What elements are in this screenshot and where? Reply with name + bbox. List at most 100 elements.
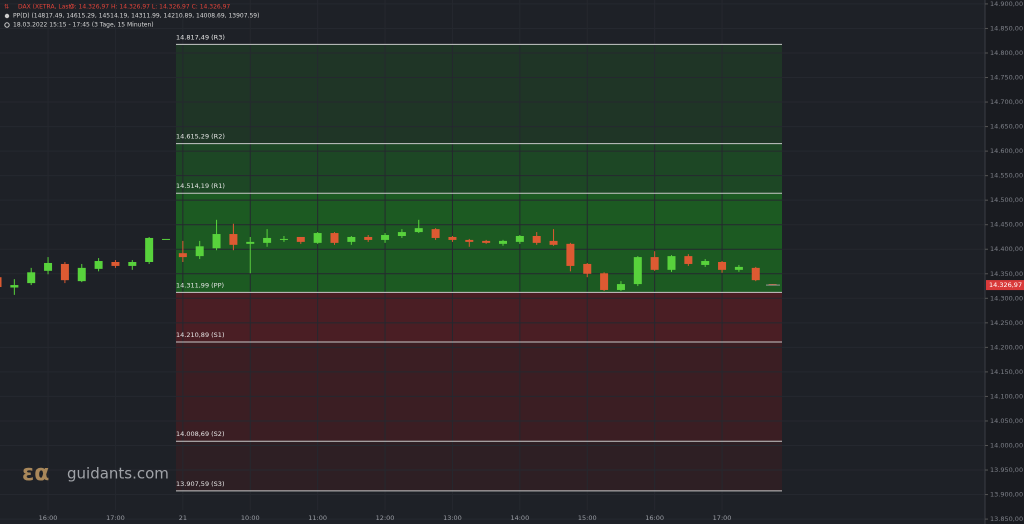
pivot-label: 13.907,59 (S3) xyxy=(176,480,224,488)
candle-body xyxy=(650,257,659,270)
candle-body xyxy=(448,236,457,240)
x-tick-label: 12:00 xyxy=(376,514,395,522)
range-info: 18.03.2022 15:15 - 17:45 (3 Tage, 15 Min… xyxy=(13,22,154,29)
y-tick-label: 14.750,00 xyxy=(990,74,1023,82)
y-tick-label: 14.250,00 xyxy=(990,319,1023,327)
y-tick-label: 14.150,00 xyxy=(990,368,1023,376)
y-tick-label: 14.800,00 xyxy=(990,49,1023,57)
candle-body xyxy=(667,256,676,270)
pivot-label: 14.817,49 (R3) xyxy=(176,33,225,41)
x-tick-label: 13:00 xyxy=(443,514,462,522)
y-tick-label: 13.850,00 xyxy=(990,515,1023,523)
x-tick-label: 16:00 xyxy=(39,514,58,522)
candle-body xyxy=(431,229,440,238)
candle-body xyxy=(10,285,19,288)
candle-body xyxy=(751,267,760,281)
y-tick-label: 14.900,00 xyxy=(990,0,1023,8)
candle-body xyxy=(263,237,272,243)
x-tick-label: 14:00 xyxy=(510,514,529,522)
candle-body xyxy=(684,256,693,264)
candle-body xyxy=(347,236,356,242)
pivot-zone xyxy=(176,292,782,343)
y-tick-label: 14.850,00 xyxy=(990,24,1023,32)
candle-body xyxy=(364,236,373,240)
y-tick-label: 14.600,00 xyxy=(990,147,1023,155)
y-tick-label: 13.950,00 xyxy=(990,466,1023,474)
candle-body xyxy=(279,238,288,240)
y-tick-label: 14.550,00 xyxy=(990,172,1023,180)
candle-body xyxy=(515,235,524,242)
y-tick-label: 14.500,00 xyxy=(990,196,1023,204)
candle-body xyxy=(60,263,69,281)
candle-body xyxy=(246,241,255,244)
x-tick-label: 15:00 xyxy=(578,514,597,522)
candle-body xyxy=(229,234,238,245)
y-axis-panel xyxy=(985,0,1024,524)
candle-body xyxy=(330,233,339,243)
indicator-legend: PP(D) (14817.49, 14615.29, 14514.19, 143… xyxy=(13,13,259,20)
x-tick-label: 11:00 xyxy=(308,514,327,522)
candle-body xyxy=(532,235,541,243)
candle-body xyxy=(381,235,390,240)
candle-body xyxy=(600,273,609,290)
y-tick-label: 14.200,00 xyxy=(990,343,1023,351)
y-tick-label: 14.400,00 xyxy=(990,245,1023,253)
logo: εα guidants.com xyxy=(22,461,169,486)
candle-body xyxy=(94,261,103,269)
pivot-zone xyxy=(176,143,782,194)
candle-body xyxy=(549,240,558,245)
candle-body xyxy=(633,257,642,285)
candle-body xyxy=(212,234,221,249)
y-tick-label: 14.100,00 xyxy=(990,392,1023,400)
pivot-zone xyxy=(176,193,782,293)
candle-body xyxy=(0,277,2,288)
candle-body xyxy=(145,237,154,262)
pivot-zone xyxy=(176,44,782,144)
x-tick-label: 16:00 xyxy=(645,514,664,522)
candle-body xyxy=(162,238,170,240)
pivot-zone xyxy=(176,441,782,491)
last-price-label: 14.326,97 xyxy=(989,281,1022,289)
y-tick-label: 13.900,00 xyxy=(990,491,1023,499)
candle-body xyxy=(499,240,507,244)
clock-icon xyxy=(4,22,10,28)
logo-text: guidants.com xyxy=(67,465,169,483)
y-tick-label: 14.050,00 xyxy=(990,417,1023,425)
candle-body xyxy=(616,284,625,290)
candle-body xyxy=(178,253,187,258)
y-tick-label: 14.650,00 xyxy=(990,123,1023,131)
candle-body xyxy=(128,262,137,266)
candle-body xyxy=(44,262,53,271)
y-tick-label: 14.700,00 xyxy=(990,98,1023,106)
y-tick-label: 14.000,00 xyxy=(990,441,1023,449)
candle-body xyxy=(313,233,322,243)
indicator-dot xyxy=(4,13,10,19)
last-price-tag xyxy=(986,280,1024,291)
candle-body xyxy=(734,266,743,270)
candle-body xyxy=(77,267,86,282)
candle-body xyxy=(296,236,305,242)
candle-body xyxy=(718,262,727,270)
pivot-label: 14.210,89 (S1) xyxy=(176,331,224,339)
candle-body xyxy=(566,243,575,266)
candle-body xyxy=(465,239,474,242)
y-tick-label: 14.300,00 xyxy=(990,294,1023,302)
candle-body xyxy=(482,240,491,243)
candle-body xyxy=(397,232,406,236)
x-tick-label: 10:00 xyxy=(241,514,260,522)
candle-body xyxy=(583,263,592,274)
x-tick-label: 17:00 xyxy=(713,514,732,522)
title: DAX (XETRA, Last) xyxy=(18,4,73,11)
candle-body xyxy=(27,272,36,284)
pivot-label: 14.514,19 (R1) xyxy=(176,182,225,190)
ohlc-legend: O: 14.326,97 H: 14.326,97 L: 14.326,97 C… xyxy=(70,4,230,11)
pivot-label: 14.008,69 (S2) xyxy=(176,430,224,438)
x-tick-label: 17:00 xyxy=(106,514,125,522)
pivot-label: 14.615,29 (R2) xyxy=(176,133,225,141)
pivot-label: 14.311,99 (PP) xyxy=(176,281,224,289)
logo-mark: εα xyxy=(22,461,49,486)
candle-body xyxy=(414,228,423,233)
y-tick-label: 14.450,00 xyxy=(990,221,1023,229)
y-tick-label: 14.350,00 xyxy=(990,270,1023,278)
